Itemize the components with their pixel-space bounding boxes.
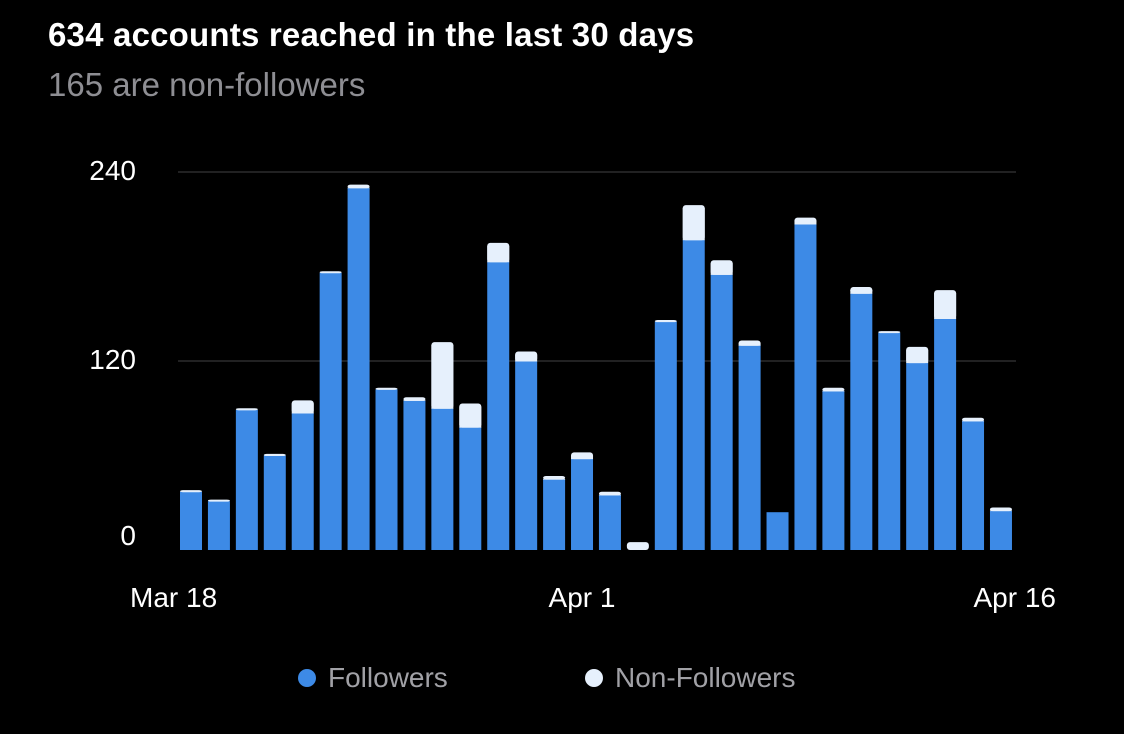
bar-followers-14 xyxy=(571,458,594,550)
bar-non-followers-2 xyxy=(235,408,258,411)
legend-dot-followers xyxy=(298,669,316,687)
bar-non-followers-6 xyxy=(347,184,370,189)
bar-non-followers-fill-10 xyxy=(459,406,482,428)
bar-followers-18 xyxy=(682,239,705,550)
bar-non-followers-17 xyxy=(654,320,677,323)
bar-non-followers-fill-12 xyxy=(515,354,538,362)
legend-item-non-followers[interactable]: Non-Followers xyxy=(585,662,796,694)
legend-item-followers[interactable]: Followers xyxy=(298,662,448,694)
bar-followers-10 xyxy=(459,427,482,550)
bar-followers-8 xyxy=(403,400,426,550)
bar-followers-5 xyxy=(319,272,342,550)
bar-followers-3 xyxy=(263,455,286,550)
bar-non-followers-fill-8 xyxy=(403,400,426,401)
bar-non-followers-fill-18 xyxy=(682,208,705,241)
bar-followers-15 xyxy=(598,494,621,550)
legend-label-non-followers: Non-Followers xyxy=(615,662,796,693)
bar-non-followers-fill-28 xyxy=(962,420,985,422)
legend-dot-non-followers xyxy=(585,669,603,687)
chart-legend: Followers Non-Followers xyxy=(0,662,1124,702)
bar-non-followers-5 xyxy=(319,271,342,274)
bar-non-followers-fill-29 xyxy=(989,510,1012,512)
bar-non-followers-29 xyxy=(989,507,1012,512)
chart-subtitle: 165 are non-followers xyxy=(48,66,366,103)
bar-non-followers-7 xyxy=(375,387,398,390)
bar-non-followers-25 xyxy=(878,331,901,334)
bar-non-followers-fill-13 xyxy=(543,478,566,480)
y-tick-label-240: 240 xyxy=(89,155,136,186)
bar-non-followers-fill-9 xyxy=(431,345,454,409)
bar-followers-28 xyxy=(962,420,985,550)
bar-followers-22 xyxy=(794,223,817,550)
bar-followers-0 xyxy=(180,491,202,550)
x-tick-label-0: Mar 18 xyxy=(130,582,217,613)
bar-followers-2 xyxy=(235,409,258,550)
chart-title: 634 accounts reached in the last 30 days xyxy=(48,16,695,53)
x-tick-label-1: Apr 1 xyxy=(549,582,616,613)
bar-non-followers-1 xyxy=(207,499,230,502)
bar-followers-21 xyxy=(766,512,789,550)
bar-non-followers-fill-14 xyxy=(571,455,594,460)
bar-followers-23 xyxy=(822,390,845,550)
bar-non-followers-fill-22 xyxy=(794,220,817,225)
bar-non-followers-fill-27 xyxy=(934,293,957,319)
bar-non-followers-fill-11 xyxy=(487,245,510,263)
bar-followers-17 xyxy=(654,321,677,550)
bar-non-followers-23 xyxy=(822,387,845,392)
bar-followers-26 xyxy=(906,362,929,550)
bar-followers-20 xyxy=(738,345,761,550)
bar-non-followers-fill-4 xyxy=(291,403,314,414)
bar-followers-1 xyxy=(207,501,230,550)
bar-followers-19 xyxy=(710,274,733,550)
bar-non-followers-3 xyxy=(263,453,286,456)
bar-followers-9 xyxy=(431,408,454,550)
bar-non-followers-fill-23 xyxy=(822,390,845,392)
bar-non-followers-fill-19 xyxy=(710,263,733,275)
bar-followers-27 xyxy=(934,318,957,550)
bar-non-followers-fill-15 xyxy=(598,494,621,496)
y-tick-label-0: 0 xyxy=(120,520,136,551)
legend-label-followers: Followers xyxy=(328,662,448,693)
bar-followers-25 xyxy=(878,332,901,550)
bar-non-followers-16 xyxy=(626,542,649,550)
bar-non-followers-fill-24 xyxy=(850,289,873,294)
bar-non-followers-fill-6 xyxy=(347,187,370,189)
bar-followers-7 xyxy=(375,389,398,550)
bar-followers-4 xyxy=(291,412,314,550)
bar-followers-6 xyxy=(347,187,370,550)
bar-followers-29 xyxy=(989,510,1012,550)
x-tick-label-2: Apr 16 xyxy=(974,582,1057,613)
bar-followers-13 xyxy=(543,479,566,550)
bar-followers-11 xyxy=(487,261,510,550)
bar-non-followers-28 xyxy=(962,417,985,422)
y-tick-label-120: 120 xyxy=(89,344,136,375)
bar-non-followers-0 xyxy=(180,490,202,493)
bar-non-followers-fill-26 xyxy=(906,349,929,364)
bar-non-followers-15 xyxy=(598,491,621,496)
bar-followers-12 xyxy=(515,361,538,550)
bar-non-followers-13 xyxy=(543,475,566,480)
bar-non-followers-fill-20 xyxy=(738,343,761,346)
bar-non-followers-8 xyxy=(403,397,426,401)
bar-followers-24 xyxy=(850,293,873,550)
